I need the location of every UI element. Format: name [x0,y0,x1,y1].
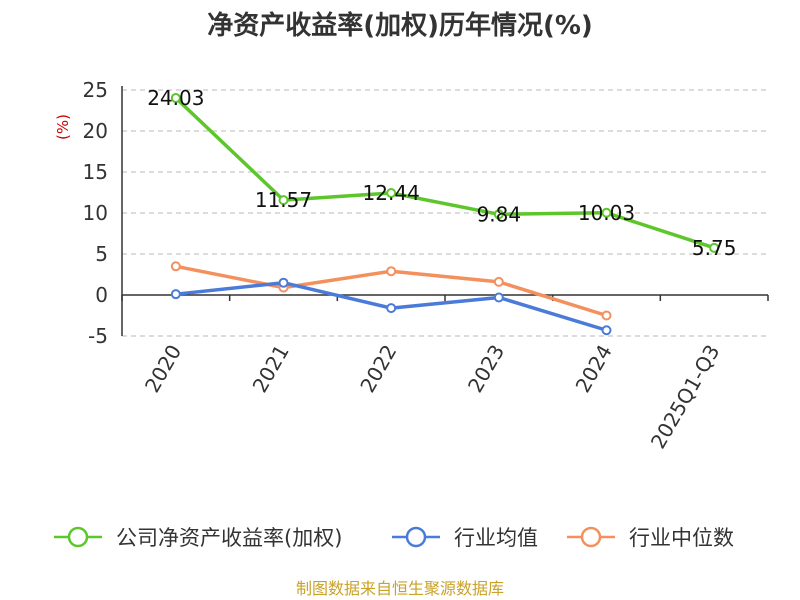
data-point [601,325,612,336]
data-label: 9.84 [477,202,522,226]
data-point [278,195,289,206]
data-point [601,207,612,218]
y-tick-label: 10 [83,201,108,225]
y-tick-label: 15 [83,160,108,184]
data-point [601,310,612,321]
y-axis-label: (%) [54,114,72,140]
legend: 公司净资产收益率(加权) 行业均值 行业中位数 [54,526,734,550]
data-point [278,277,289,288]
data-point [709,242,720,253]
series-group: 24.03 11.57 12.44 9.84 10.03 5.75 [147,86,737,336]
series-line [174,96,716,250]
data-point [170,289,181,300]
legend-marker [67,526,89,548]
data-point [386,303,397,314]
legend-marker [580,526,602,548]
x-tick-label: 2025Q1-Q3 [646,341,725,453]
y-tick-label: 20 [83,119,108,143]
legend-marker [405,526,427,548]
data-point [386,266,397,277]
x-tick-label: 2022 [355,341,401,397]
axes [121,86,769,336]
source-note: 制图数据来自恒生聚源数据库 [296,579,504,598]
data-label: 5.75 [692,236,737,260]
data-point [386,187,397,198]
y-tick-label: 0 [95,283,108,307]
y-tick-label: 25 [83,78,108,102]
data-label: 12.44 [363,181,420,205]
legend-label: 行业均值 [454,526,538,550]
data-label: 11.57 [255,188,312,212]
chart-title: 净资产收益率(加权)历年情况(%) [207,10,593,41]
data-point [170,261,181,272]
data-label: 24.03 [147,86,204,110]
x-ticks: 2020 2021 2022 2023 2024 2025Q1-Q3 [140,341,725,453]
x-tick-label: 2023 [463,341,509,397]
x-tick-label: 2020 [140,341,186,397]
y-tick-label: 5 [95,242,108,266]
data-label: 10.03 [578,201,635,225]
legend-label: 公司净资产收益率(加权) [116,526,342,550]
x-tick-label: 2024 [571,341,617,397]
y-ticks: -5 0 5 10 15 20 25 [83,78,108,348]
legend-label: 行业中位数 [629,526,734,550]
y-tick-label: -5 [88,324,108,348]
data-point [493,276,504,287]
data-point [493,292,504,303]
data-point [493,209,504,220]
x-tick-label: 2021 [248,341,294,397]
data-point [170,92,181,103]
